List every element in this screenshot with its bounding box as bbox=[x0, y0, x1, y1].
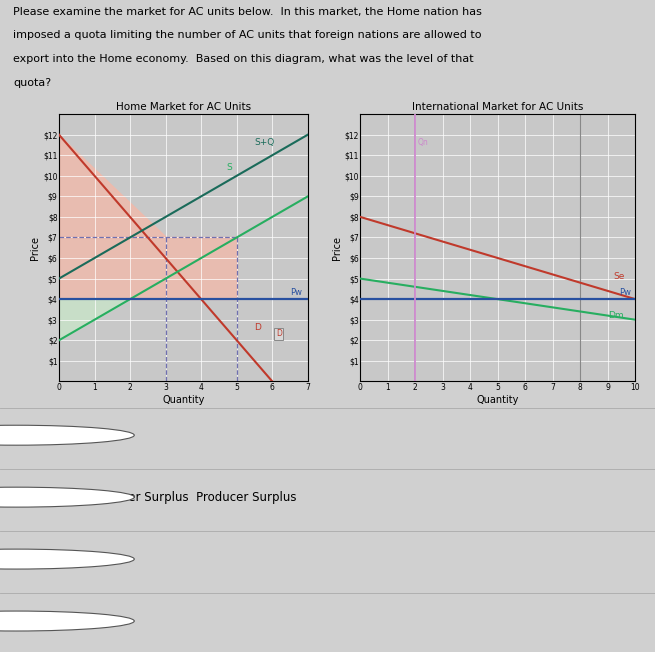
Polygon shape bbox=[59, 135, 166, 237]
Text: Qn: Qn bbox=[418, 138, 429, 147]
Text: 1 unit: 1 unit bbox=[36, 429, 70, 441]
Text: quota?: quota? bbox=[13, 78, 51, 88]
Text: D: D bbox=[255, 323, 261, 332]
Polygon shape bbox=[59, 237, 236, 299]
Circle shape bbox=[0, 549, 134, 569]
X-axis label: Quantity: Quantity bbox=[162, 394, 204, 405]
Circle shape bbox=[0, 425, 134, 445]
Text: 4 or more units: 4 or more units bbox=[36, 615, 127, 627]
Text: imposed a quota limiting the number of AC units that foreign nations are allowed: imposed a quota limiting the number of A… bbox=[13, 30, 481, 40]
Circle shape bbox=[0, 611, 134, 631]
Circle shape bbox=[0, 487, 134, 507]
Text: Pw: Pw bbox=[290, 288, 302, 297]
Text: S: S bbox=[226, 162, 232, 171]
Text: Dm: Dm bbox=[608, 310, 624, 319]
Title: Home Market for AC Units: Home Market for AC Units bbox=[116, 102, 251, 112]
X-axis label: Quantity: Quantity bbox=[477, 394, 519, 405]
Text: 3 units: 3 units bbox=[36, 553, 77, 565]
Text: export into the Home economy.  Based on this diagram, what was the level of that: export into the Home economy. Based on t… bbox=[13, 54, 474, 64]
Text: S+Q: S+Q bbox=[255, 138, 274, 147]
Text: D: D bbox=[276, 329, 282, 338]
Y-axis label: Price: Price bbox=[30, 236, 41, 259]
Polygon shape bbox=[59, 299, 130, 340]
Y-axis label: Price: Price bbox=[331, 236, 342, 259]
Text: Se: Se bbox=[613, 272, 625, 280]
Text: Pw: Pw bbox=[619, 288, 631, 297]
Legend: Consumer Surplus, Producer Surplus: Consumer Surplus, Producer Surplus bbox=[384, 359, 459, 378]
Text: Please examine the market for AC units below.  In this market, the Home nation h: Please examine the market for AC units b… bbox=[13, 7, 482, 16]
Text: 2 units Consumer Surplus  Producer Surplus: 2 units Consumer Surplus Producer Surplu… bbox=[36, 491, 297, 503]
Title: International Market for AC Units: International Market for AC Units bbox=[412, 102, 584, 112]
